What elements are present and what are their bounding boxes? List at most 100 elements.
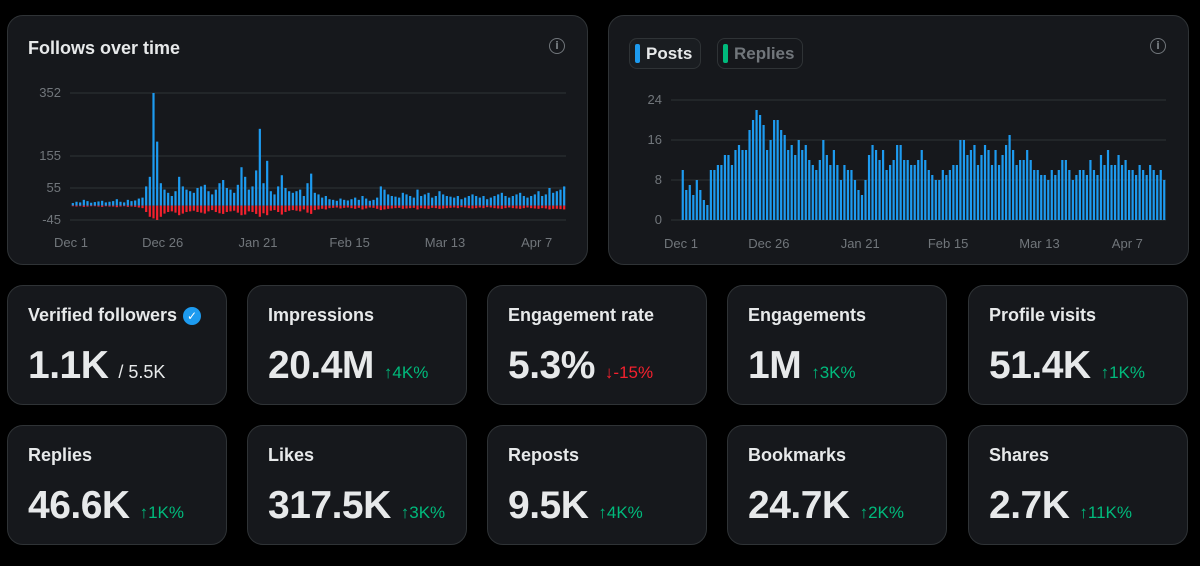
chart-bar <box>200 205 203 213</box>
chart-bar <box>156 141 159 206</box>
chart-bar <box>310 173 313 206</box>
metric-card-engagement-rate[interactable]: Engagement rate 5.3% ↓-15% <box>487 285 707 405</box>
chart-bar <box>941 170 944 220</box>
chart-bar <box>412 205 415 208</box>
metric-card-replies[interactable]: Replies 46.6K ↑1K% <box>7 425 227 545</box>
metric-card-reposts[interactable]: Reposts 9.5K ↑4K% <box>487 425 707 545</box>
chart-bar <box>748 130 751 220</box>
metric-card-bookmarks[interactable]: Bookmarks 24.7K ↑2K% <box>727 425 947 545</box>
chart-bar <box>1026 150 1029 220</box>
chart-bar <box>843 165 846 220</box>
chart-bar <box>508 197 511 206</box>
metric-card-shares[interactable]: Shares 2.7K ↑11K% <box>968 425 1188 545</box>
chart-bar <box>475 205 478 209</box>
metric-card-likes[interactable]: Likes 317.5K ↑3K% <box>247 425 467 545</box>
chart-bar <box>482 205 485 209</box>
chart-bar <box>291 205 294 211</box>
x-tick-label: Jan 21 <box>238 235 277 250</box>
chart-bar <box>537 205 540 209</box>
chart-bar <box>489 205 492 208</box>
chart-bar <box>170 196 173 206</box>
metric-change: ↑4K% <box>383 363 429 382</box>
chart-bar <box>713 170 716 220</box>
chart-bar <box>758 115 762 220</box>
chart-bar <box>240 205 243 216</box>
chart-bar <box>1110 165 1113 220</box>
chart-bar <box>1004 145 1008 220</box>
chart-bar <box>97 205 100 207</box>
chart-bar <box>196 205 199 213</box>
chart-bar <box>284 188 287 206</box>
chart-bar <box>751 120 755 220</box>
chart-bar <box>920 150 923 220</box>
chart-bar <box>93 202 96 206</box>
chart-bar <box>541 205 544 209</box>
chart-bar <box>511 205 514 209</box>
follows-chart: 352 155 55 -45 Dec 1 Dec 26 Jan 21 Feb 15 Mar 13… <box>39 85 566 250</box>
chart-bar <box>973 145 976 220</box>
chart-bar <box>126 205 129 207</box>
chart-bar <box>906 160 909 220</box>
chart-bar <box>420 205 423 209</box>
tab-posts[interactable]: Posts <box>629 38 702 69</box>
chart-bar <box>699 190 702 220</box>
chart-bar <box>368 205 371 208</box>
chart-bar <box>354 197 357 206</box>
chart-bar <box>976 165 980 220</box>
chart-bar <box>306 205 309 213</box>
chart-bar <box>130 201 133 206</box>
chart-bar <box>559 189 562 206</box>
tab-posts-label: Posts <box>646 43 693 63</box>
chart-bar <box>233 192 236 206</box>
chart-bar <box>825 155 828 220</box>
chart-bar <box>727 155 730 220</box>
chart-bar <box>335 205 338 208</box>
metric-value: 317.5K <box>268 484 391 527</box>
chart-bar <box>927 170 930 220</box>
chart-bar <box>1054 175 1057 220</box>
chart-bar <box>93 205 96 207</box>
chart-bar <box>185 189 188 206</box>
chart-bar <box>526 205 529 208</box>
chart-bar <box>346 205 349 208</box>
chart-bar <box>449 196 452 206</box>
info-icon[interactable]: i <box>1150 38 1166 54</box>
chart-bar <box>387 194 390 206</box>
chart-bar <box>412 197 415 206</box>
chart-bar <box>471 194 474 206</box>
follows-chart-card: Follows over time i 352 155 55 -45 Dec 1 Dec … <box>7 15 588 265</box>
metric-value: 20.4M <box>268 344 374 387</box>
chart-bar <box>361 196 364 206</box>
chart-bar <box>1089 160 1092 220</box>
chart-bar <box>185 205 188 213</box>
chart-bar <box>892 160 895 220</box>
chart-bar <box>302 205 305 210</box>
chart-bar <box>269 191 272 206</box>
tab-replies[interactable]: Replies <box>717 38 804 69</box>
metric-change: ↓-15% <box>604 363 654 382</box>
chart-bar <box>321 197 324 206</box>
follows-chart-title: Follows over time <box>28 38 181 58</box>
metric-card-engagements[interactable]: Engagements 1M ↑3K% <box>727 285 947 405</box>
metric-card-profile-visits[interactable]: Profile visits 51.4K ↑1K% <box>968 285 1188 405</box>
chart-bar <box>97 201 100 206</box>
chart-bar <box>299 205 302 212</box>
chart-bar <box>1001 155 1004 220</box>
chart-bar <box>1103 165 1106 220</box>
chart-bar <box>1075 175 1078 220</box>
info-icon[interactable]: i <box>549 38 565 54</box>
chart-bar <box>959 140 962 220</box>
chart-bar <box>867 155 871 220</box>
metric-card-impressions[interactable]: Impressions 20.4M ↑4K% <box>247 285 467 405</box>
chart-bar <box>79 202 82 206</box>
chart-bar <box>987 150 990 220</box>
chart-bar <box>910 165 913 220</box>
chart-bar <box>295 205 298 211</box>
x-tick-label: Dec 26 <box>748 236 789 251</box>
metric-card-verified-followers[interactable]: Verified followers ✓ 1.1K / 5.5K <box>7 285 227 405</box>
chart-bar <box>354 205 357 209</box>
chart-bar <box>1047 180 1050 220</box>
chart-bar <box>685 190 688 220</box>
chart-bar <box>145 205 148 213</box>
chart-bar <box>218 183 221 206</box>
